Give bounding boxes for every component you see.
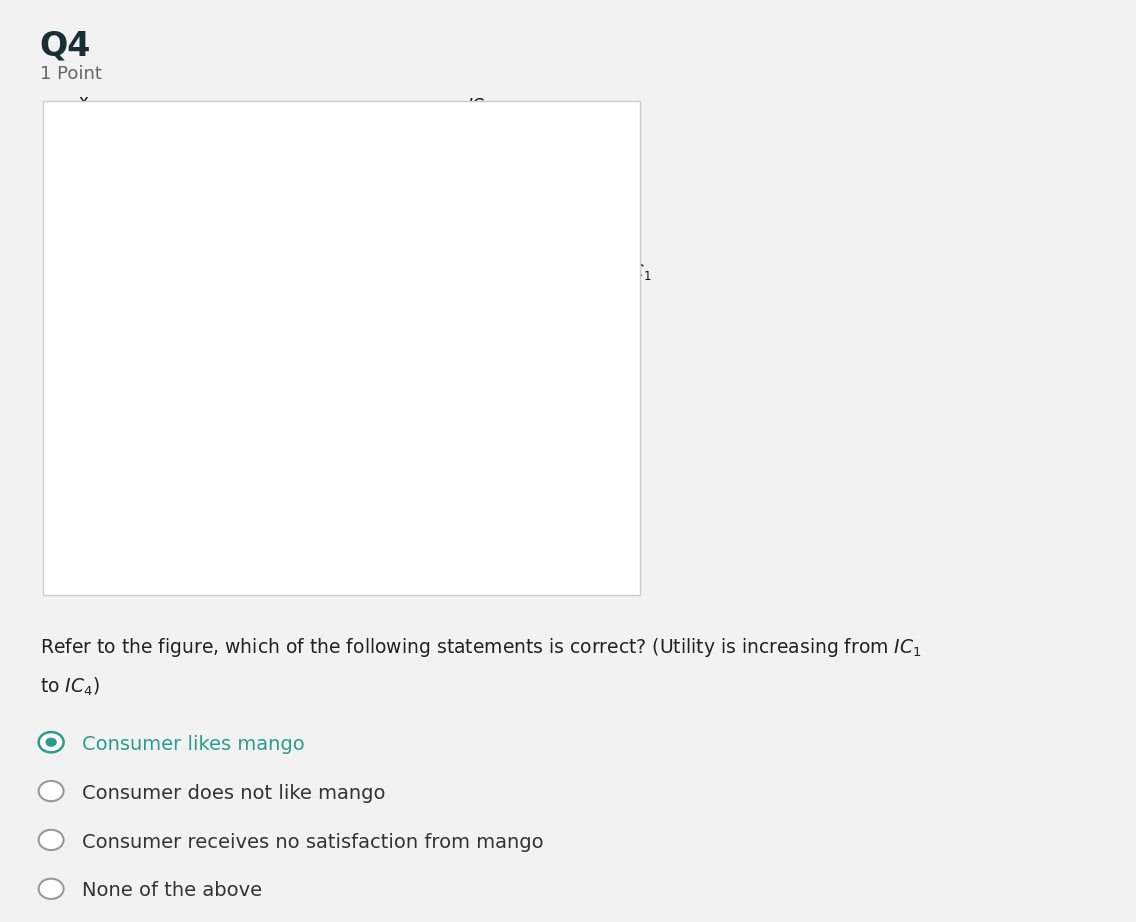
Text: 0: 0 — [86, 550, 98, 569]
Text: None of the above: None of the above — [82, 881, 262, 901]
Text: Refer to the figure, which of the following statements is correct? (Utility is i: Refer to the figure, which of the follow… — [40, 636, 921, 659]
Text: Consumer does not like mango: Consumer does not like mango — [82, 784, 385, 803]
Text: Consumer receives no satisfaction from mango: Consumer receives no satisfaction from m… — [82, 833, 543, 852]
Text: $IC_2$: $IC_2$ — [607, 199, 632, 219]
Text: x$_1$: x$_1$ — [618, 559, 636, 577]
Text: Consumer likes mango: Consumer likes mango — [82, 735, 304, 754]
Text: 1 Point: 1 Point — [40, 65, 101, 83]
Text: Mango: Mango — [386, 559, 448, 577]
Text: $IC_1$: $IC_1$ — [627, 262, 652, 282]
Text: to $\mathit{IC}_4$): to $\mathit{IC}_4$) — [40, 676, 100, 698]
Text: x$_2$: x$_2$ — [78, 94, 97, 112]
Text: $IC_3$: $IC_3$ — [537, 146, 562, 166]
Text: Jackfruit: Jackfruit — [58, 282, 76, 356]
Text: $IC_4$: $IC_4$ — [467, 96, 492, 116]
Text: Q4: Q4 — [40, 30, 91, 63]
